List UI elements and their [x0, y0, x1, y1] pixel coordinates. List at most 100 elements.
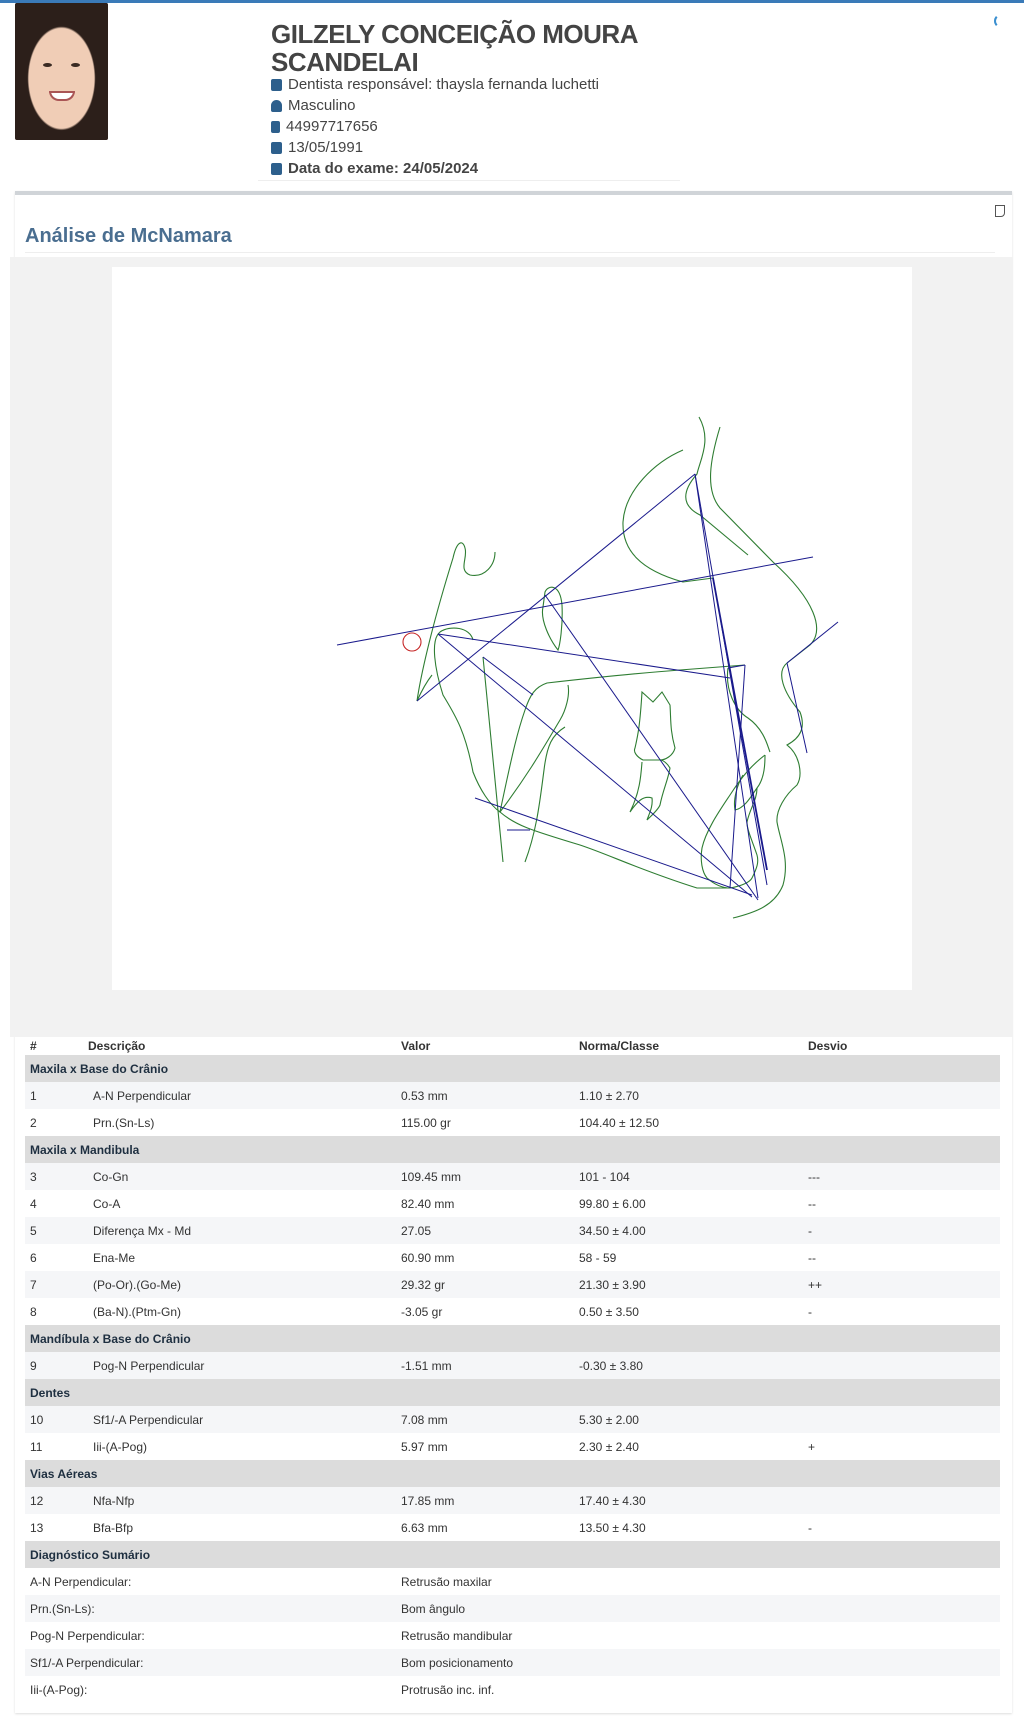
- sex-info: Masculino: [271, 97, 356, 114]
- value: 109.45 mm: [396, 1163, 574, 1190]
- deviation: [803, 1082, 1000, 1109]
- norm: 1.10 ± 2.70: [574, 1082, 803, 1109]
- summary-row: Prn.(Sn-Ls): Bom ângulo: [25, 1595, 1000, 1622]
- description: Nfa-Nfp: [83, 1487, 396, 1514]
- birth-info: 13/05/1991: [271, 139, 363, 156]
- value: 29.32 gr: [396, 1271, 574, 1298]
- exam-info: Data do exame: 24/05/2024: [271, 160, 478, 177]
- calendar-icon: [271, 141, 282, 154]
- description: Diferença Mx - Md: [83, 1217, 396, 1244]
- table-row: 1 A-N Perpendicular 0.53 mm 1.10 ± 2.70: [25, 1082, 1000, 1109]
- deviation: --: [808, 1196, 816, 1211]
- value: 6.63 mm: [401, 1520, 448, 1535]
- group-row: Mandíbula x Base do Crânio: [25, 1325, 1000, 1352]
- description: Ena-Me: [93, 1250, 136, 1265]
- top-accent-bar: [0, 0, 1024, 3]
- group-title: Dentes: [25, 1379, 1000, 1406]
- norm: 104.40 ± 12.50: [579, 1115, 659, 1130]
- description: Co-A: [93, 1196, 121, 1211]
- column-header: #: [30, 1039, 37, 1053]
- row-number: 8: [30, 1304, 37, 1319]
- divider: [258, 180, 680, 181]
- phone-text: 44997717656: [286, 118, 378, 135]
- table-row: 13 Bfa-Bfp 6.63 mm 13.50 ± 4.30 -: [25, 1514, 1000, 1541]
- summary-row: Iii-(A-Pog): Protrusão inc. inf.: [25, 1676, 1000, 1703]
- deviation: -: [803, 1217, 1000, 1244]
- row-number: 10: [25, 1406, 83, 1433]
- summary-measure: Prn.(Sn-Ls):: [25, 1595, 396, 1622]
- group-title: Mandíbula x Base do Crânio: [25, 1325, 1000, 1352]
- summary-diagnosis: Retrusão mandibular: [401, 1628, 513, 1643]
- norm: 2.30 ± 2.40: [579, 1439, 639, 1454]
- anatomy-outline: [416, 416, 818, 919]
- norm: 5.30 ± 2.00: [574, 1406, 803, 1433]
- description: Iii-(A-Pog): [93, 1439, 148, 1454]
- value: 17.85 mm: [396, 1487, 574, 1514]
- deviation: [803, 1352, 1000, 1379]
- deviation: ---: [803, 1163, 1000, 1190]
- phone-info: 44997717656: [271, 118, 378, 135]
- description: (Ba-N).(Ptm-Gn): [93, 1304, 181, 1319]
- summary-measure: Sf1/-A Perpendicular:: [25, 1649, 396, 1676]
- description: A-N Perpendicular: [83, 1082, 396, 1109]
- table-row: 8 (Ba-N).(Ptm-Gn) -3.05 gr 0.50 ± 3.50 -: [25, 1298, 1000, 1325]
- value: 82.40 mm: [401, 1196, 455, 1211]
- group-title: Vias Aéreas: [25, 1460, 1000, 1487]
- porion-marker: [402, 632, 422, 652]
- group-row: Dentes: [25, 1379, 1000, 1406]
- birth-text: 13/05/1991: [288, 139, 364, 156]
- table-row: 5 Diferença Mx - Md 27.05 34.50 ± 4.00-: [25, 1217, 1000, 1244]
- value: 0.53 mm: [396, 1082, 574, 1109]
- value: -1.51 mm: [396, 1352, 574, 1379]
- document-icon[interactable]: [995, 205, 1005, 217]
- group-row: Maxila x Base do Crânio: [25, 1055, 1000, 1082]
- sex-text: Masculino: [288, 97, 356, 114]
- summary-row: A-N Perpendicular: Retrusão maxilar: [25, 1568, 1000, 1595]
- norm: -0.30 ± 3.80: [574, 1352, 803, 1379]
- card-title: Análise de McNamara: [25, 225, 995, 253]
- description: Co-Gn: [83, 1163, 396, 1190]
- group-title: Maxila x Base do Crânio: [25, 1055, 1000, 1082]
- description: Sf1/-A Perpendicular: [83, 1406, 396, 1433]
- user-icon: [271, 99, 282, 112]
- summary-diagnosis: Bom posicionamento: [396, 1649, 1000, 1676]
- deviation: [803, 1406, 1000, 1433]
- norm: 13.50 ± 4.30: [579, 1520, 646, 1535]
- row-number: 2: [30, 1115, 37, 1130]
- deviation: -: [808, 1304, 812, 1319]
- description: Pog-N Perpendicular: [83, 1352, 396, 1379]
- value: 27.05: [396, 1217, 574, 1244]
- row-number: 13: [30, 1520, 44, 1535]
- table-row: 9 Pog-N Perpendicular -1.51 mm -0.30 ± 3.80: [25, 1352, 1000, 1379]
- group-row: Vias Aéreas: [25, 1460, 1000, 1487]
- row-number: 1: [25, 1082, 83, 1109]
- tooth-icon: [271, 78, 282, 91]
- deviation: --: [808, 1250, 816, 1265]
- table-row: 7 (Po-Or).(Go-Me) 29.32 gr 21.30 ± 3.90 ++: [25, 1271, 1000, 1298]
- row-number: 12: [25, 1487, 83, 1514]
- deviation: -: [808, 1520, 812, 1535]
- value: 5.97 mm: [401, 1439, 448, 1454]
- value: -3.05 gr: [401, 1304, 443, 1319]
- value: 7.08 mm: [396, 1406, 574, 1433]
- group-row: Diagnóstico Sumário: [25, 1541, 1000, 1568]
- norm: 99.80 ± 6.00: [579, 1196, 646, 1211]
- row-number: 5: [25, 1217, 83, 1244]
- table-row: 3 Co-Gn 109.45 mm 101 - 104 ---: [25, 1163, 1000, 1190]
- exam-date-text: Data do exame: 24/05/2024: [288, 160, 479, 177]
- description: (Po-Or).(Go-Me): [83, 1271, 396, 1298]
- row-number: 11: [30, 1439, 43, 1454]
- norm: 17.40 ± 4.30: [574, 1487, 803, 1514]
- summary-measure: Iii-(A-Pog):: [30, 1682, 88, 1697]
- column-header: Norma/Classe: [579, 1039, 660, 1053]
- norm: 0.50 ± 3.50: [579, 1304, 639, 1319]
- summary-measure: Pog-N Perpendicular:: [30, 1628, 145, 1643]
- calendar-icon: [271, 162, 282, 175]
- description: Prn.(Sn-Ls): [93, 1115, 155, 1130]
- summary-diagnosis: Protrusão inc. inf.: [401, 1682, 495, 1697]
- norm: 21.30 ± 3.90: [574, 1271, 803, 1298]
- dentist-info: Dentista responsável: thaysla fernanda l…: [271, 76, 599, 93]
- dentist-text: Dentista responsável: thaysla fernanda l…: [288, 76, 600, 93]
- row-number: 6: [30, 1250, 37, 1265]
- table-row: 10 Sf1/-A Perpendicular 7.08 mm 5.30 ± 2.00: [25, 1406, 1000, 1433]
